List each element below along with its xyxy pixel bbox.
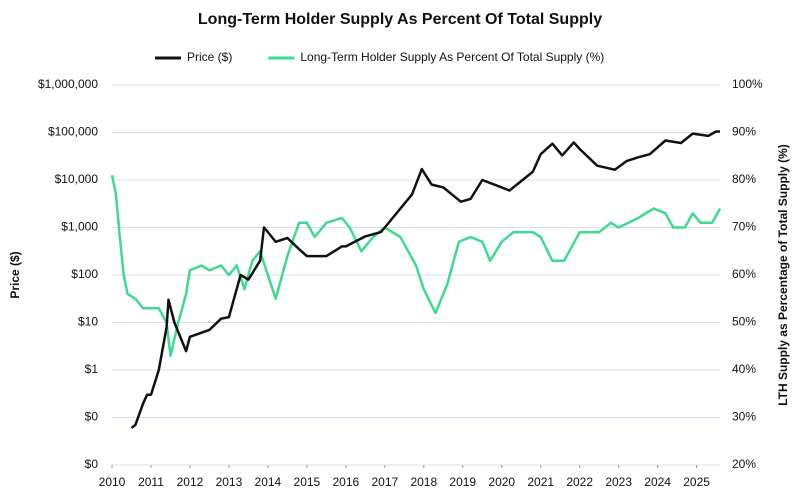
y2-tick-label: 70% (732, 220, 756, 234)
series-line (110, 175, 722, 358)
x-tick-label: 2019 (449, 475, 476, 489)
legend-label: Price ($) (187, 50, 232, 64)
y2-tick-label: 90% (732, 125, 756, 139)
y-tick-label: $1,000 (61, 220, 98, 234)
x-tick-label: 2020 (488, 475, 515, 489)
y2-tick-label: 20% (732, 457, 756, 471)
x-tick-label: 2017 (371, 475, 398, 489)
x-tick-label: 2024 (644, 475, 671, 489)
x-tick-label: 2018 (410, 475, 437, 489)
y-tick-label: $10,000 (55, 172, 99, 186)
x-tick-label: 2015 (294, 475, 321, 489)
x-tick-label: 2025 (683, 475, 710, 489)
y-tick-label: $0 (85, 457, 99, 471)
y-tick-label: $1 (85, 362, 99, 376)
x-tick-label: 2021 (527, 475, 554, 489)
y2-tick-label: 30% (732, 410, 756, 424)
x-tick-label: 2023 (605, 475, 632, 489)
y2-axis-title: LTH Supply as Percentage of Total Supply… (776, 144, 790, 406)
x-tick-label: 2016 (332, 475, 359, 489)
x-tick-label: 2011 (138, 475, 164, 489)
y2-tick-label: 50% (732, 315, 756, 329)
y-tick-label: $100 (71, 267, 98, 281)
y2-tick-label: 100% (732, 77, 763, 91)
chart-title: Long-Term Holder Supply As Percent Of To… (198, 11, 602, 28)
y-tick-label: $100,000 (48, 125, 98, 139)
y2-tick-label: 40% (732, 362, 756, 376)
series-line (130, 130, 720, 429)
y-tick-label: $0 (85, 410, 99, 424)
x-tick-label: 2014 (255, 475, 282, 489)
y-axis-title: Price ($) (8, 251, 22, 298)
x-tick-label: 2010 (99, 475, 126, 489)
y2-tick-label: 80% (732, 172, 756, 186)
legend-label: Long-Term Holder Supply As Percent Of To… (300, 50, 604, 64)
y2-tick-label: 60% (732, 267, 756, 281)
y-tick-label: $1,000,000 (38, 77, 98, 91)
x-tick-label: 2012 (177, 475, 204, 489)
y-tick-label: $10 (78, 315, 98, 329)
x-tick-label: 2013 (216, 475, 243, 489)
x-tick-label: 2022 (566, 475, 593, 489)
